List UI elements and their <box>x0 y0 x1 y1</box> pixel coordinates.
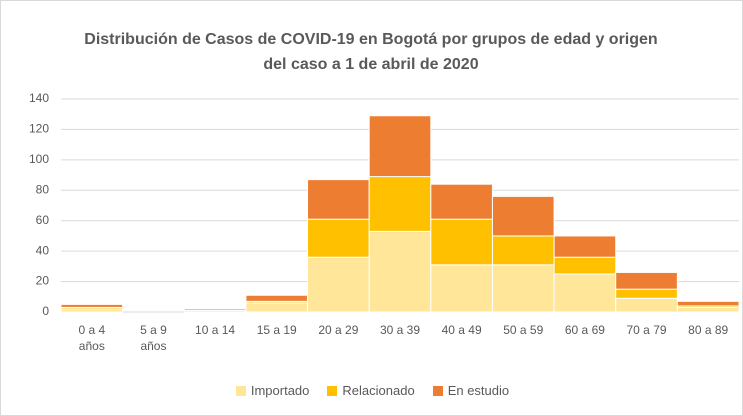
bar-segment <box>245 294 309 302</box>
y-tick-label: 40 <box>36 243 50 257</box>
y-tick-label: 80 <box>36 182 50 196</box>
y-tick-label: 120 <box>29 122 49 136</box>
legend-item: En estudio <box>432 383 510 398</box>
bar-segment <box>553 256 617 275</box>
bar-segment <box>430 264 493 313</box>
bar-segment <box>307 256 370 313</box>
bar-segment <box>615 297 678 313</box>
bar-segment <box>368 230 432 313</box>
legend-swatch <box>235 385 246 396</box>
x-tick-label: 15 a 19 <box>256 323 297 337</box>
bar-segment <box>307 218 370 258</box>
x-tick-label: 50 a 59 <box>503 323 544 337</box>
x-tick-label: 0 a 4 años <box>78 323 106 353</box>
bar-segment <box>615 288 678 299</box>
x-tick-label: 80 a 89 <box>688 323 729 337</box>
bar-segment <box>368 176 432 232</box>
bar-segment <box>491 264 555 313</box>
bar-segment <box>430 183 493 220</box>
legend-item: Relacionado <box>327 383 415 398</box>
legend-item: Importado <box>235 383 310 398</box>
bar-segment <box>307 179 370 220</box>
bar-segment <box>676 306 740 313</box>
bar-segment <box>553 273 617 313</box>
y-tick-label: 20 <box>36 274 50 288</box>
x-tick-label: 60 a 69 <box>564 323 605 337</box>
bar-segment <box>430 218 493 266</box>
x-tick-label: 5 a 9 años <box>140 323 167 353</box>
legend-label: Relacionado <box>342 383 415 398</box>
x-tick-label: 70 a 79 <box>626 323 667 337</box>
x-tick-label: 10 a 14 <box>195 323 236 337</box>
legend-swatch <box>432 385 443 396</box>
bar-segment <box>676 300 740 307</box>
chart-title: Distribución de Casos de COVID-19 en Bog… <box>84 31 658 73</box>
bar-segment <box>553 235 617 258</box>
y-tick-label: 100 <box>29 152 49 166</box>
bar-segment <box>615 271 678 290</box>
bar-segment <box>183 308 247 311</box>
legend-swatch <box>327 385 338 396</box>
y-tick-label: 140 <box>29 91 49 105</box>
bar-segment <box>245 302 309 313</box>
legend: Importado Relacionado En estudio <box>1 383 742 398</box>
bar-segment <box>60 303 124 308</box>
bar-segment <box>491 195 555 237</box>
bar-segment <box>368 115 432 178</box>
x-tick-label: 40 a 49 <box>441 323 482 337</box>
y-tick-label: 60 <box>36 213 50 227</box>
legend-label: En estudio <box>447 383 510 398</box>
bar-segment <box>491 235 555 266</box>
legend-label: Importado <box>250 383 310 398</box>
x-tick-label: 20 a 29 <box>318 323 359 337</box>
x-tick-label: 30 a 39 <box>379 323 421 337</box>
y-tick-label: 0 <box>42 304 49 318</box>
